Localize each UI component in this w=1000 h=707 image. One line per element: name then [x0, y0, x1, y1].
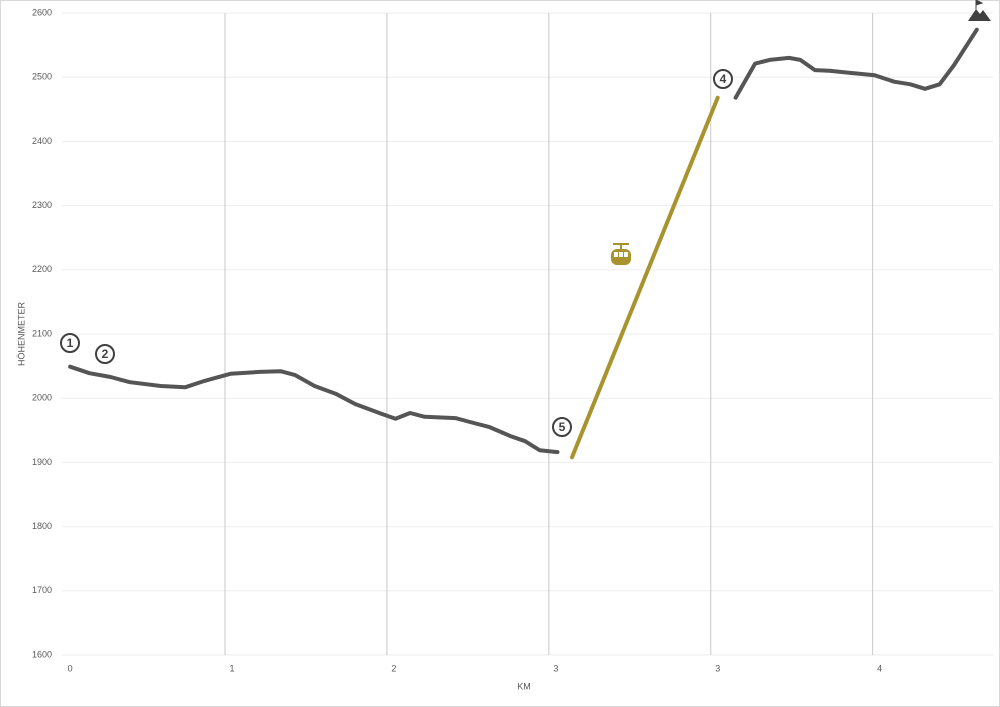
elevation-line — [68, 364, 560, 455]
y-tick-label: 2500 — [32, 72, 52, 82]
waypoint-marker: 5 — [552, 417, 572, 437]
waypoint-label: 2 — [102, 347, 109, 361]
y-tick-label: 2200 — [32, 264, 52, 274]
waypoint-circle — [552, 417, 572, 437]
waypoint-marker: 2 — [95, 344, 115, 364]
y-tick-label: 2000 — [32, 393, 52, 403]
x-tick-label: 3 — [715, 663, 720, 673]
x-tick-label: 0 — [68, 663, 73, 673]
waypoint-marker: 1 — [60, 333, 80, 353]
x-tick-label: 3 — [553, 663, 558, 673]
plot-area: 1600 1700 1800 1900 2000 2100 2200 2300 2400 2500… — [32, 7, 993, 673]
y-tick-label: 2100 — [32, 328, 52, 338]
x-tick-label: 1 — [230, 663, 235, 673]
y-axis-label: HÖHENMETER — [16, 302, 26, 367]
waypoint-circle — [60, 333, 80, 353]
x-axis-label: KM — [517, 681, 531, 691]
waypoint-label: 1 — [67, 336, 74, 350]
y-tick-label: 2400 — [32, 136, 52, 146]
y-tick-label: 1800 — [32, 521, 52, 531]
y-tick-label: 2300 — [32, 200, 52, 210]
waypoint-label: 5 — [559, 420, 566, 434]
waypoint-marker: 4 — [713, 69, 733, 89]
gondola-icon — [611, 243, 631, 265]
y-tick-label: 1700 — [32, 585, 52, 595]
summit-icon — [968, 0, 991, 21]
x-tick-label: 4 — [877, 663, 882, 673]
waypoint-circle — [95, 344, 115, 364]
x-tick-label: 2 — [391, 663, 396, 673]
waypoint-circle — [713, 69, 733, 89]
y-tick-label: 1900 — [32, 457, 52, 467]
elevation-line — [570, 95, 720, 460]
y-tick-label: 2600 — [32, 7, 52, 17]
elevation-line — [733, 27, 979, 100]
waypoint-label: 4 — [720, 72, 727, 86]
y-tick-label: 1600 — [32, 649, 52, 659]
